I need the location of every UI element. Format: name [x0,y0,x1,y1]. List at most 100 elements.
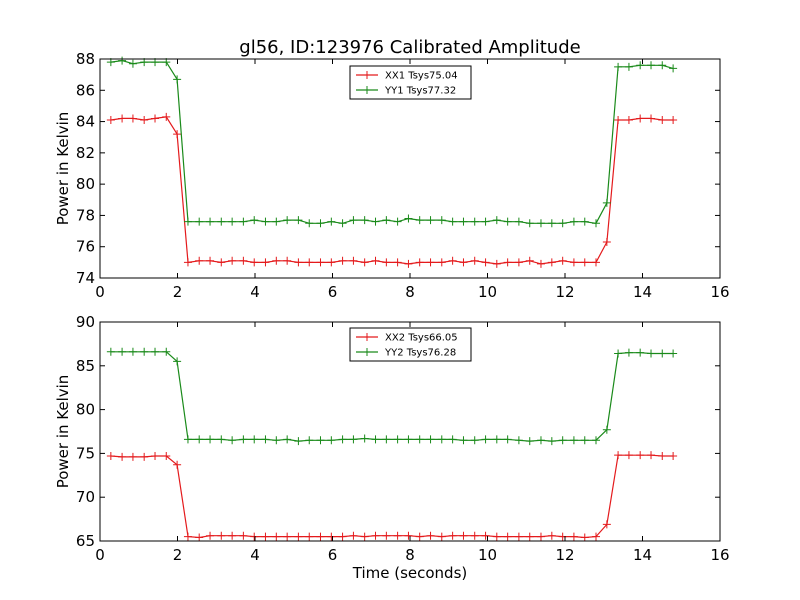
data-point [614,451,623,460]
legend-label: XX1 Tsys75.04 [385,71,458,82]
data-point [283,256,292,265]
data-point [228,531,237,540]
data-point [183,532,192,541]
data-point [459,531,468,540]
data-point [239,435,248,444]
data-point [250,258,259,267]
data-point [592,532,600,541]
data-point [415,258,424,267]
data-point [503,258,512,267]
y-axis-label: Power in Kelvin [54,375,72,489]
axes-bottom: 0 2 4 6 8 10 12 14 16 65 70 75 80 85 90 Power in Kelvin… [54,313,730,582]
series-line-2 [110,351,674,442]
data-point [206,435,215,444]
data-point [338,435,347,444]
y-tick-label: 82 [76,144,95,162]
data-point [415,532,424,541]
data-point [536,259,545,268]
data-point [360,434,369,443]
x-tick-label: 14 [633,283,652,301]
data-point [492,259,501,268]
data-point [580,258,589,267]
data-point [580,217,589,226]
data-point [140,452,149,461]
data-point [106,347,115,356]
x-tick-label: 6 [328,546,338,564]
data-point [217,217,226,226]
data-point [162,112,171,121]
data-point [547,258,556,267]
data-point [173,357,182,366]
y-tick-label: 70 [76,488,95,506]
data-point [525,532,534,541]
data-point [470,256,479,265]
data-point [415,435,424,444]
data-point [128,59,137,68]
data-point [327,217,336,226]
data-point [140,116,149,125]
data-point [393,258,402,267]
data-point [404,531,413,540]
data-point [547,531,556,540]
data-point [239,217,248,226]
data-point [658,349,667,358]
legend-marker [363,86,371,94]
x-tick-label: 12 [555,283,574,301]
data-point [261,258,270,267]
data-point [503,532,512,541]
x-tick-label: 0 [95,546,105,564]
y-tick-label: 84 [76,113,95,131]
data-point [239,531,248,540]
x-tick-label: 10 [478,283,497,301]
data-point [658,61,667,70]
data-point [371,435,380,444]
data-point [393,435,402,444]
data-point [514,532,523,541]
data-point [173,130,182,139]
x-tick-label: 4 [250,283,260,301]
data-point [327,532,336,541]
data-point [514,258,523,267]
y-tick-label: 90 [76,313,95,331]
data-point [140,347,149,356]
data-point [183,258,192,267]
data-point [492,532,501,541]
data-point [128,452,137,461]
x-tick-label: 8 [405,546,415,564]
legend-label: XX2 Tsys66.05 [385,333,458,344]
legend-label: YY1 Tsys77.32 [384,86,456,97]
data-point [283,216,292,225]
data-point [624,451,633,460]
data-point [503,435,512,444]
data-point [647,349,656,358]
data-point [426,216,435,225]
legend-marker [363,348,371,356]
series-line-1 [110,116,674,265]
x-tick-label: 6 [328,283,338,301]
x-tick-label: 2 [173,546,183,564]
data-point [558,436,567,445]
data-point [305,219,314,228]
data-point [448,435,457,444]
data-point [294,437,303,446]
data-point [492,216,501,225]
data-point [437,258,446,267]
data-point [349,435,358,444]
x-tick-label: 2 [173,283,183,301]
data-point [316,219,325,228]
data-point [602,425,611,434]
data-point [547,437,556,446]
data-point [195,533,204,542]
data-point [173,460,182,469]
x-tick-label: 16 [710,546,729,564]
data-point [382,216,391,225]
data-point [514,217,523,226]
data-point [647,61,656,70]
data-point [580,533,589,542]
y-tick-label: 78 [76,206,95,224]
data-point [636,61,645,70]
data-point [118,452,127,461]
data-point [437,532,446,541]
data-point [106,116,115,125]
